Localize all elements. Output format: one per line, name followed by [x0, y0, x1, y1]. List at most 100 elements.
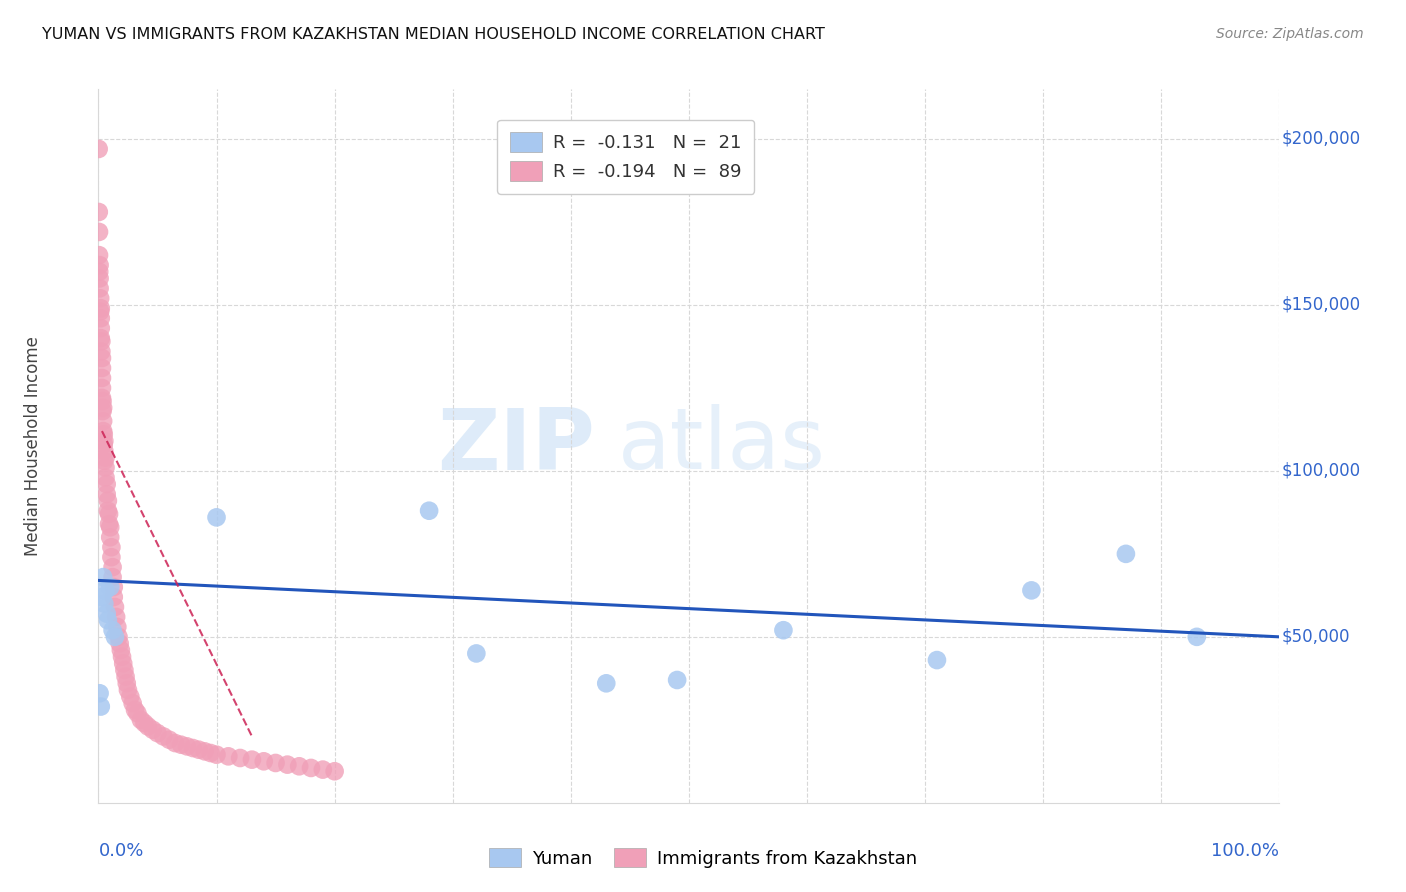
Point — [87, 248, 110, 262]
Point — [288, 759, 311, 773]
Point — [90, 334, 112, 349]
Point — [87, 142, 110, 156]
Text: 100.0%: 100.0% — [1212, 842, 1279, 860]
Point — [772, 624, 794, 638]
Point — [105, 620, 128, 634]
Point — [94, 470, 117, 484]
Point — [110, 643, 132, 657]
Point — [91, 404, 114, 418]
Point — [229, 751, 252, 765]
Legend: R =  -0.131   N =  21, R =  -0.194   N =  89: R = -0.131 N = 21, R = -0.194 N = 89 — [498, 120, 754, 194]
Point — [115, 676, 138, 690]
Point — [127, 706, 149, 721]
Point — [240, 753, 263, 767]
Point — [91, 381, 114, 395]
Point — [253, 754, 276, 768]
Point — [96, 607, 118, 621]
Point — [91, 414, 114, 428]
Point — [98, 507, 121, 521]
Point — [101, 624, 124, 638]
Point — [205, 747, 228, 762]
Point — [93, 454, 115, 468]
Point — [108, 636, 131, 650]
Point — [89, 258, 111, 272]
Point — [93, 437, 115, 451]
Text: $200,000: $200,000 — [1282, 130, 1361, 148]
Point — [90, 344, 112, 359]
Point — [91, 570, 114, 584]
Point — [117, 682, 139, 697]
Point — [91, 394, 114, 409]
Point — [264, 756, 287, 770]
Point — [94, 450, 117, 465]
Point — [93, 427, 115, 442]
Point — [205, 510, 228, 524]
Point — [87, 225, 110, 239]
Point — [93, 434, 115, 448]
Point — [93, 444, 115, 458]
Point — [1021, 583, 1043, 598]
Text: 0.0%: 0.0% — [98, 842, 143, 860]
Point — [98, 530, 121, 544]
Point — [103, 580, 125, 594]
Point — [87, 205, 110, 219]
Text: ZIP: ZIP — [437, 404, 595, 488]
Point — [418, 504, 440, 518]
Point — [91, 391, 114, 405]
Point — [465, 647, 488, 661]
Text: Source: ZipAtlas.com: Source: ZipAtlas.com — [1216, 27, 1364, 41]
Point — [217, 749, 239, 764]
Point — [187, 742, 209, 756]
Point — [90, 321, 112, 335]
Point — [323, 764, 346, 779]
Text: Median Household Income: Median Household Income — [24, 336, 42, 556]
Point — [91, 590, 114, 604]
Point — [112, 663, 135, 677]
Point — [299, 761, 322, 775]
Point — [89, 304, 111, 318]
Point — [97, 613, 120, 627]
Point — [194, 744, 217, 758]
Point — [176, 739, 198, 754]
Point — [89, 271, 111, 285]
Text: $150,000: $150,000 — [1282, 296, 1361, 314]
Point — [121, 696, 143, 710]
Point — [181, 741, 204, 756]
Point — [91, 424, 114, 438]
Point — [925, 653, 948, 667]
Point — [91, 351, 114, 365]
Point — [165, 736, 187, 750]
Text: $50,000: $50,000 — [1282, 628, 1350, 646]
Point — [91, 401, 114, 415]
Point — [105, 610, 128, 624]
Point — [90, 301, 112, 316]
Point — [124, 703, 146, 717]
Point — [129, 713, 152, 727]
Point — [98, 520, 121, 534]
Point — [146, 726, 169, 740]
Point — [120, 690, 142, 704]
Point — [89, 291, 111, 305]
Point — [103, 590, 125, 604]
Point — [111, 649, 134, 664]
Point — [152, 730, 174, 744]
Point — [94, 460, 117, 475]
Point — [276, 757, 298, 772]
Point — [93, 597, 115, 611]
Point — [90, 699, 112, 714]
Text: YUMAN VS IMMIGRANTS FROM KAZAKHSTAN MEDIAN HOUSEHOLD INCOME CORRELATION CHART: YUMAN VS IMMIGRANTS FROM KAZAKHSTAN MEDI… — [42, 27, 825, 42]
Point — [157, 732, 180, 747]
Point — [91, 361, 114, 376]
Point — [89, 265, 111, 279]
Point — [89, 686, 111, 700]
Point — [104, 630, 127, 644]
Legend: Yuman, Immigrants from Kazakhstan: Yuman, Immigrants from Kazakhstan — [478, 837, 928, 879]
Point — [170, 738, 193, 752]
Point — [107, 630, 129, 644]
Point — [90, 311, 112, 326]
Point — [200, 746, 222, 760]
Point — [1185, 630, 1208, 644]
Point — [1115, 547, 1137, 561]
Text: atlas: atlas — [619, 404, 827, 488]
Point — [98, 580, 121, 594]
